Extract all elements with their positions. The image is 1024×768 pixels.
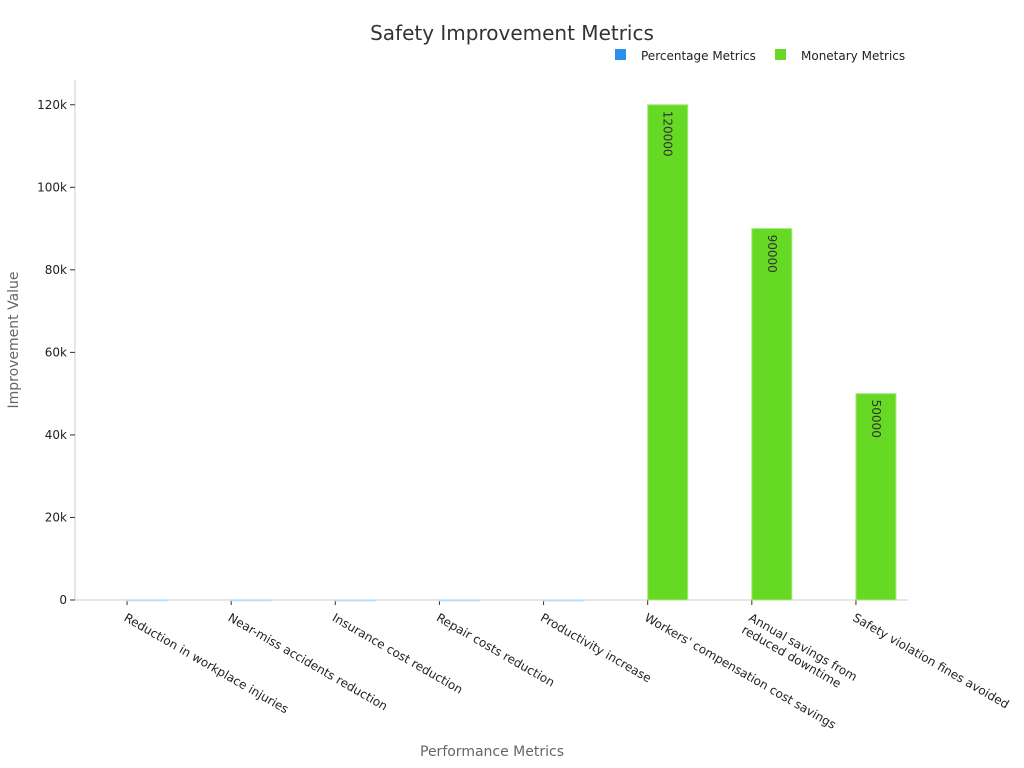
bar-percentage [230,599,272,602]
bar-percentage [126,599,168,602]
x-axis-title: Performance Metrics [420,744,564,760]
y-axis-title: Improvement Value [6,271,22,408]
bar-percentage [334,599,376,602]
data-label: 120000 [661,111,675,157]
bar-monetary [855,393,897,601]
x-tick-label: Reduction in workplace injuries [122,610,291,716]
y-tick-label: 60k [45,345,67,359]
bar-percentage [543,599,585,602]
legend-label-2: Monetary Metrics [801,49,905,63]
legend-swatch-1 [615,49,626,60]
chart-title: Safety Improvement Metrics [370,21,654,45]
bar-monetary [751,228,793,601]
y-tick-label: 80k [45,263,67,277]
legend-label-1: Percentage Metrics [641,49,756,63]
y-tick-label: 120k [37,98,67,112]
y-tick-label: 20k [45,510,67,524]
y-tick-label: 100k [37,180,67,194]
data-label: 50000 [869,400,883,438]
y-tick-label: 0 [59,593,67,607]
legend-swatch-2 [775,49,786,60]
data-label: 90000 [765,235,779,273]
x-tick-label: Productivity increase [538,610,654,685]
y-tick-label: 40k [45,428,67,442]
x-tick-label: Safety violation fines avoided [850,610,1011,711]
bar-monetary [647,104,689,601]
bar-percentage [438,599,480,602]
